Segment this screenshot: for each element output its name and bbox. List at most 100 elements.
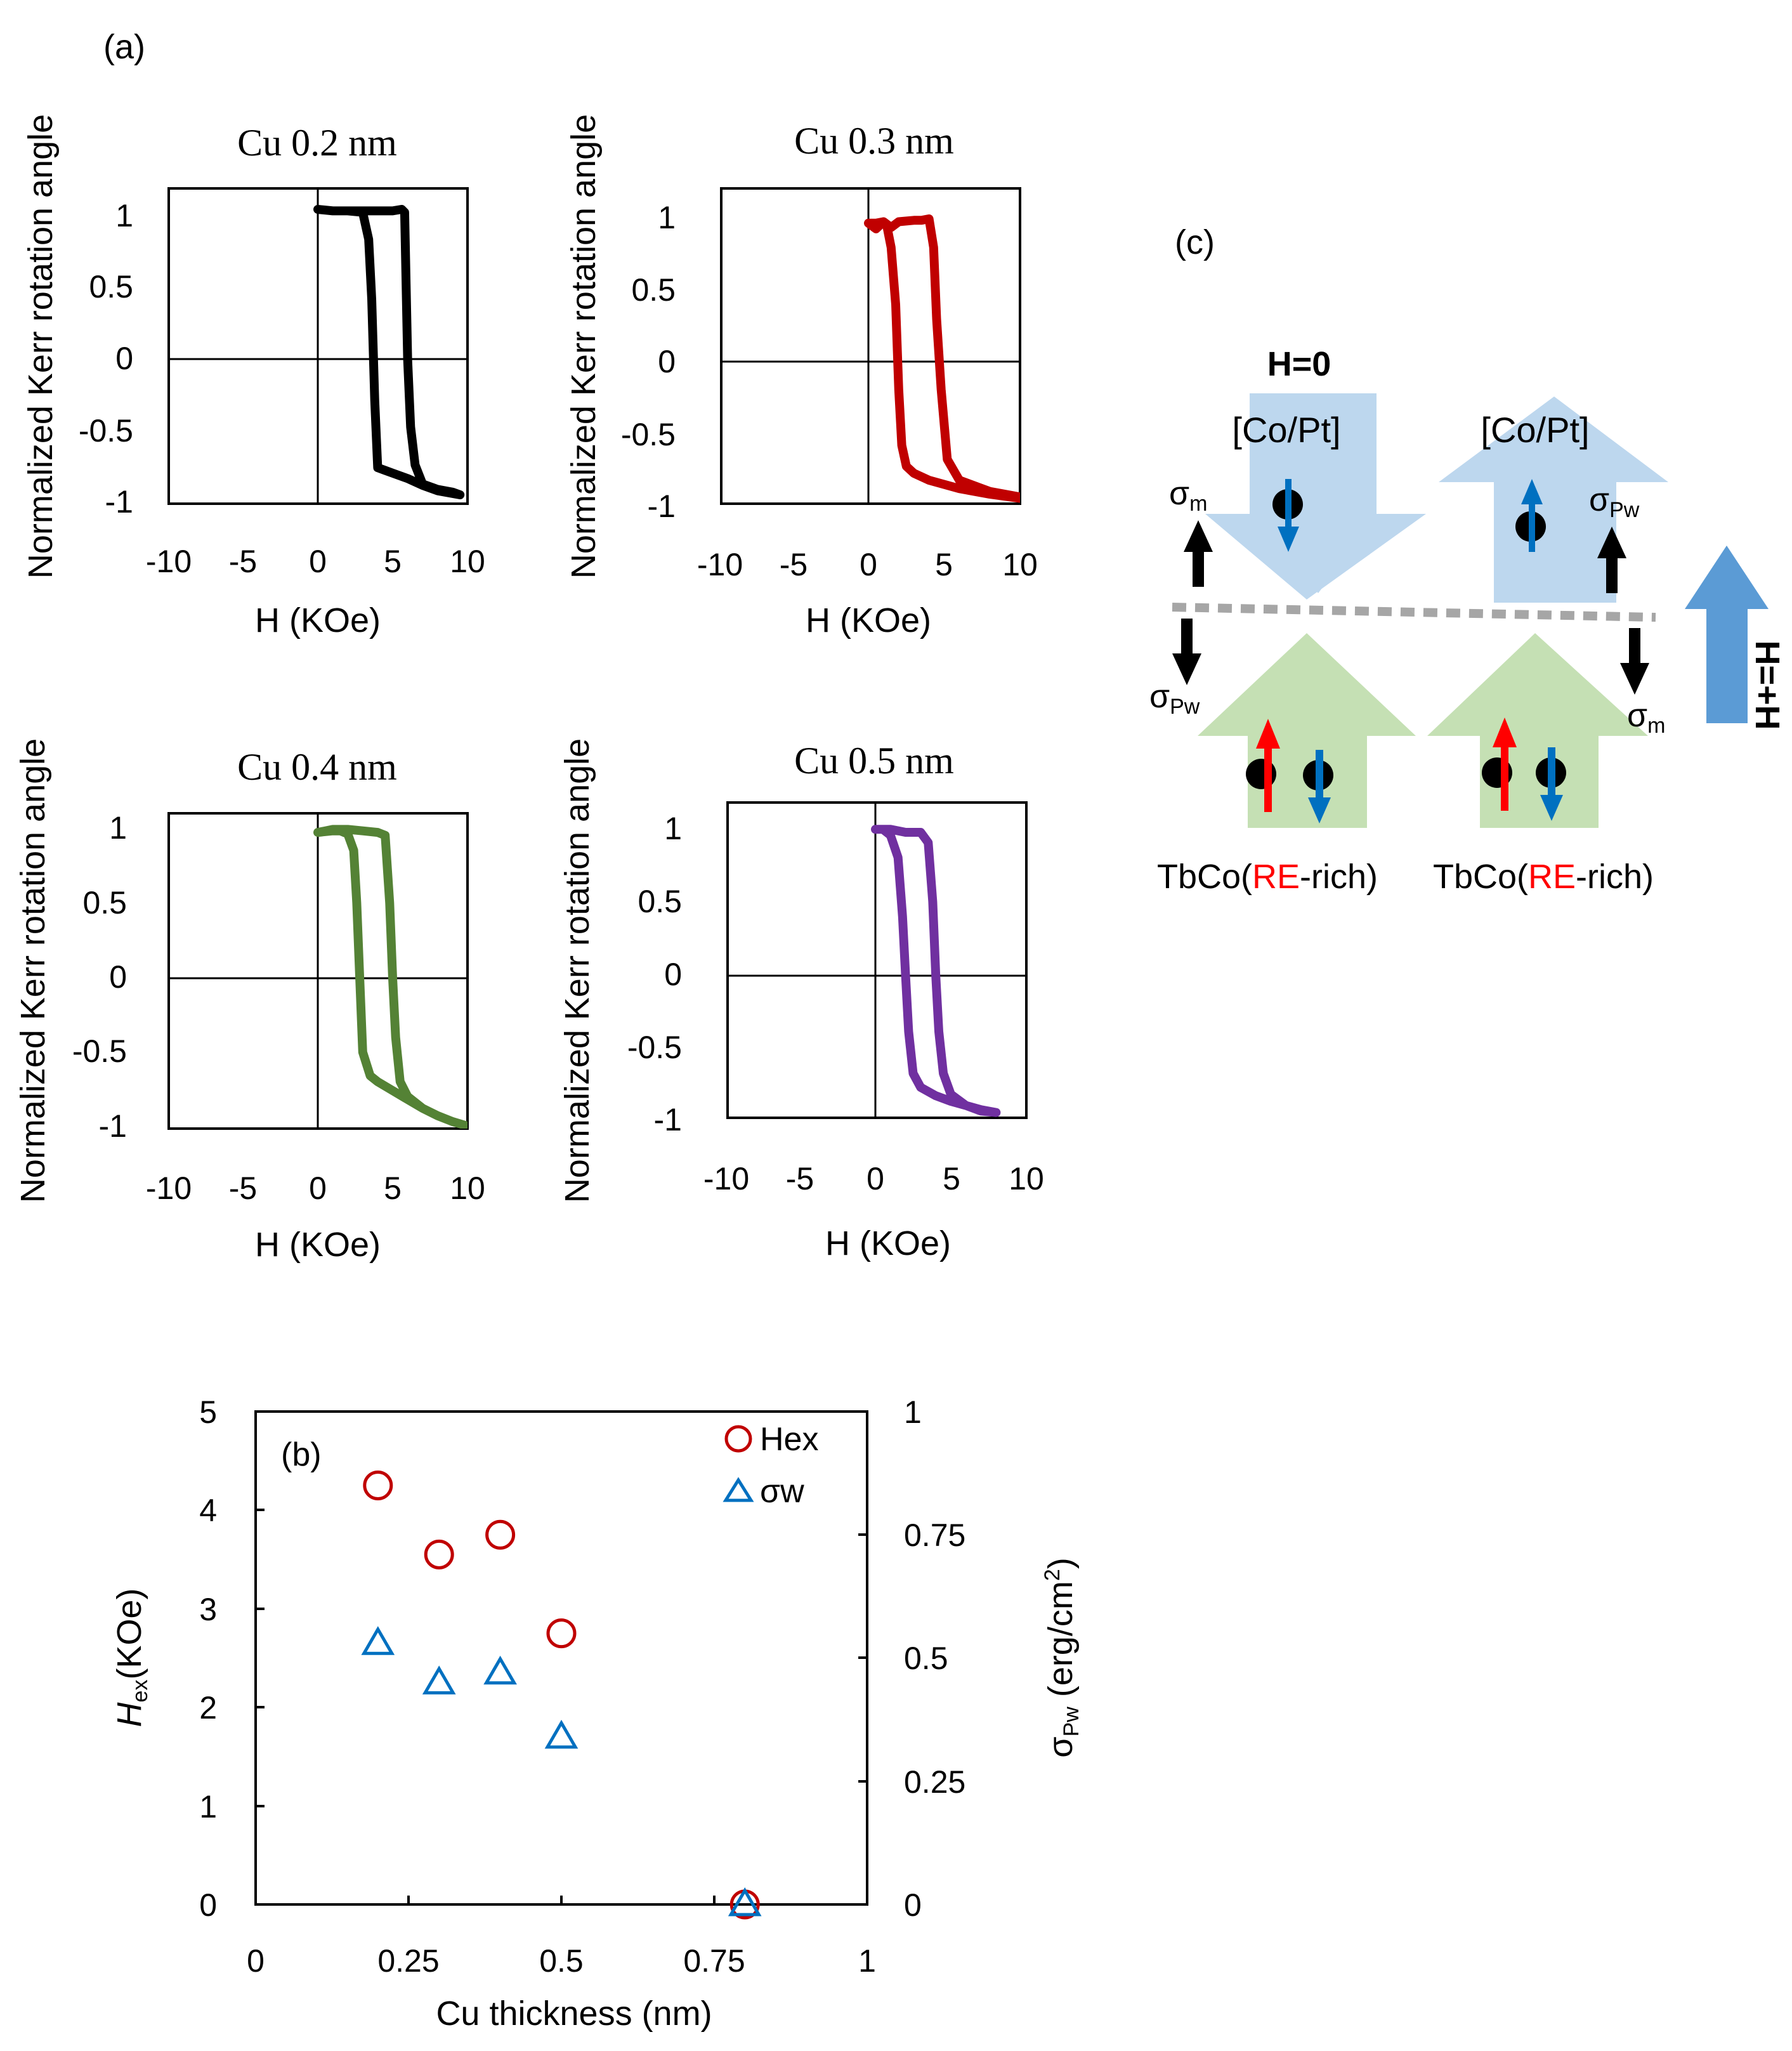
x-tick-label: 0.75	[683, 1943, 745, 1979]
x-tick-label: 0	[867, 1161, 884, 1196]
right-y-axis-label: σPw (erg/cm2)	[1040, 1557, 1083, 1758]
top-layer-label-left: [Co/Pt]	[1232, 410, 1340, 450]
y-axis-label: Normalized Kerr rotation angle	[558, 738, 596, 1203]
x-axis-label: Cu thickness (nm)	[436, 1995, 712, 2033]
y-tick-label: -0.5	[621, 417, 676, 452]
sigma-w-data-point	[361, 1626, 395, 1655]
x-tick-label: 0.25	[377, 1943, 439, 1979]
bottom-layer-label-left: TbCo(RE-rich)	[1157, 858, 1378, 896]
x-tick-label: 10	[1002, 547, 1038, 582]
x-tick-marks	[407, 1896, 716, 1904]
left-y-tick-label: 0	[199, 1887, 217, 1923]
red-up-spin-arrow	[1493, 718, 1517, 811]
down-arrow-sigma-pw-left	[1172, 619, 1201, 685]
y-tick-label: 0.5	[89, 269, 133, 305]
right-y-tick-label: 0	[904, 1887, 922, 1923]
hysteresis-chart-cu-0-2: Cu 0.2 nm Normalized Kerr rotation angle…	[22, 114, 485, 639]
y-tick-label: 0	[658, 344, 676, 379]
blue-down-spin-arrow	[1278, 479, 1299, 552]
y-tick-label: 0	[115, 341, 133, 376]
x-tick-label: -10	[146, 544, 192, 579]
y-tick-label: 0.5	[638, 884, 682, 919]
x-tick-label: 5	[384, 544, 402, 579]
x-axis-label: H (KOe)	[255, 601, 381, 639]
y-tick-label: 1	[109, 810, 127, 846]
hex-sigma-scatter-chart: (b) 0 1 2 3 4 5 0 0.25 0.5 0.75 1 0 0.25…	[110, 1394, 1083, 2033]
sigma-pw-label-right: σPw	[1589, 482, 1640, 522]
x-tick-label: 0	[309, 1170, 327, 1206]
x-tick-label: 0	[309, 544, 327, 579]
hex-data-point	[363, 1471, 393, 1501]
field-arrow	[1685, 546, 1769, 723]
right-y-tick-label: 0.75	[904, 1517, 965, 1553]
bottom-layer-label-right: TbCo(RE-rich)	[1433, 858, 1654, 896]
panel-label-b: (b)	[281, 1436, 322, 1473]
y-axis-label: Normalized Kerr rotation angle	[565, 114, 603, 579]
x-tick-label: -5	[229, 544, 257, 579]
legend-label-sigma-w: σw	[760, 1473, 804, 1510]
x-tick-label: -10	[697, 547, 743, 582]
x-tick-label: -10	[703, 1161, 749, 1196]
left-y-axis-label: Hex(KOe)	[110, 1589, 152, 1727]
right-y-tick-label: 1	[904, 1394, 922, 1430]
x-tick-label: -5	[780, 547, 808, 582]
field-label: H=+H	[1748, 640, 1786, 730]
tbco-up-arrow-left	[1198, 633, 1416, 828]
plot-frame	[726, 801, 1028, 1119]
chart-title: Cu 0.4 nm	[237, 746, 397, 788]
sigma-m-label-left: σm	[1169, 475, 1207, 516]
hysteresis-chart-cu-0-3: Cu 0.3 nm Normalized Kerr rotation angle…	[565, 114, 1038, 639]
legend-marker-sigma-w	[723, 1477, 754, 1502]
top-layer-label-right: [Co/Pt]	[1481, 410, 1589, 450]
right-y-tick-label: 0.25	[904, 1764, 965, 1800]
sigma-w-data-point	[422, 1665, 456, 1694]
y-tick-label: 0.5	[631, 272, 676, 308]
left-y-tick-label: 1	[199, 1789, 217, 1825]
y-tick-label: 0	[109, 959, 127, 995]
hysteresis-loop-curve	[313, 825, 468, 1129]
y-axis-label: Normalized Kerr rotation angle	[22, 114, 60, 579]
panel-label-c: (c)	[1175, 223, 1215, 261]
sigma-w-data-point	[483, 1655, 517, 1685]
y-tick-label: 1	[658, 200, 676, 235]
hex-data-point	[424, 1539, 454, 1569]
legend: Hex σw	[723, 1421, 818, 1510]
hysteresis-chart-cu-0-4: Cu 0.4 nm Normalized Kerr rotation angle…	[14, 738, 485, 1264]
blue-down-spin-arrow	[1308, 750, 1331, 823]
chart-title: Cu 0.2 nm	[237, 122, 397, 164]
legend-marker-hex	[724, 1425, 752, 1453]
hysteresis-chart-cu-0-5: Cu 0.5 nm Normalized Kerr rotation angle…	[558, 738, 1044, 1262]
legend-label-hex: Hex	[760, 1421, 818, 1458]
y-tick-label: 1	[664, 811, 682, 846]
chart-title: Cu 0.5 nm	[794, 740, 954, 782]
hysteresis-loop-curve	[864, 214, 1020, 503]
blue-down-spin-arrow	[1540, 747, 1563, 821]
sigma-pw-label-left: σPw	[1149, 678, 1200, 719]
hex-data-point	[485, 1519, 516, 1550]
right-y-tick-label: 0.5	[904, 1641, 948, 1676]
x-tick-label: 0.5	[539, 1943, 584, 1979]
sigma-w-data-point	[544, 1719, 579, 1749]
sigma-w-data-point	[728, 1887, 762, 1917]
tbco-up-arrow-right	[1427, 633, 1648, 828]
x-tick-label: 5	[935, 547, 953, 582]
x-tick-label: 5	[384, 1170, 402, 1206]
plot-frame	[720, 187, 1021, 505]
y-tick-label: -1	[99, 1108, 127, 1144]
x-tick-label: -10	[146, 1170, 192, 1206]
red-up-spin-arrow	[1256, 719, 1280, 812]
panel-label-a: (a)	[103, 28, 145, 66]
right-y-tick-marks	[858, 1533, 867, 1783]
left-y-tick-label: 2	[199, 1690, 217, 1726]
y-tick-label: -1	[105, 484, 133, 520]
y-tick-label: 0	[664, 957, 682, 992]
x-tick-label: 5	[943, 1161, 960, 1196]
left-y-tick-label: 4	[199, 1493, 217, 1528]
interface-dashed-line	[1172, 603, 1656, 622]
x-tick-label: 0	[860, 547, 877, 582]
hysteresis-loop-curve	[313, 205, 465, 499]
y-tick-label: -0.5	[627, 1030, 682, 1065]
left-y-tick-label: 3	[199, 1592, 217, 1627]
up-arrow-sigma-m-left	[1184, 520, 1213, 587]
blue-up-spin-arrow	[1521, 479, 1543, 552]
